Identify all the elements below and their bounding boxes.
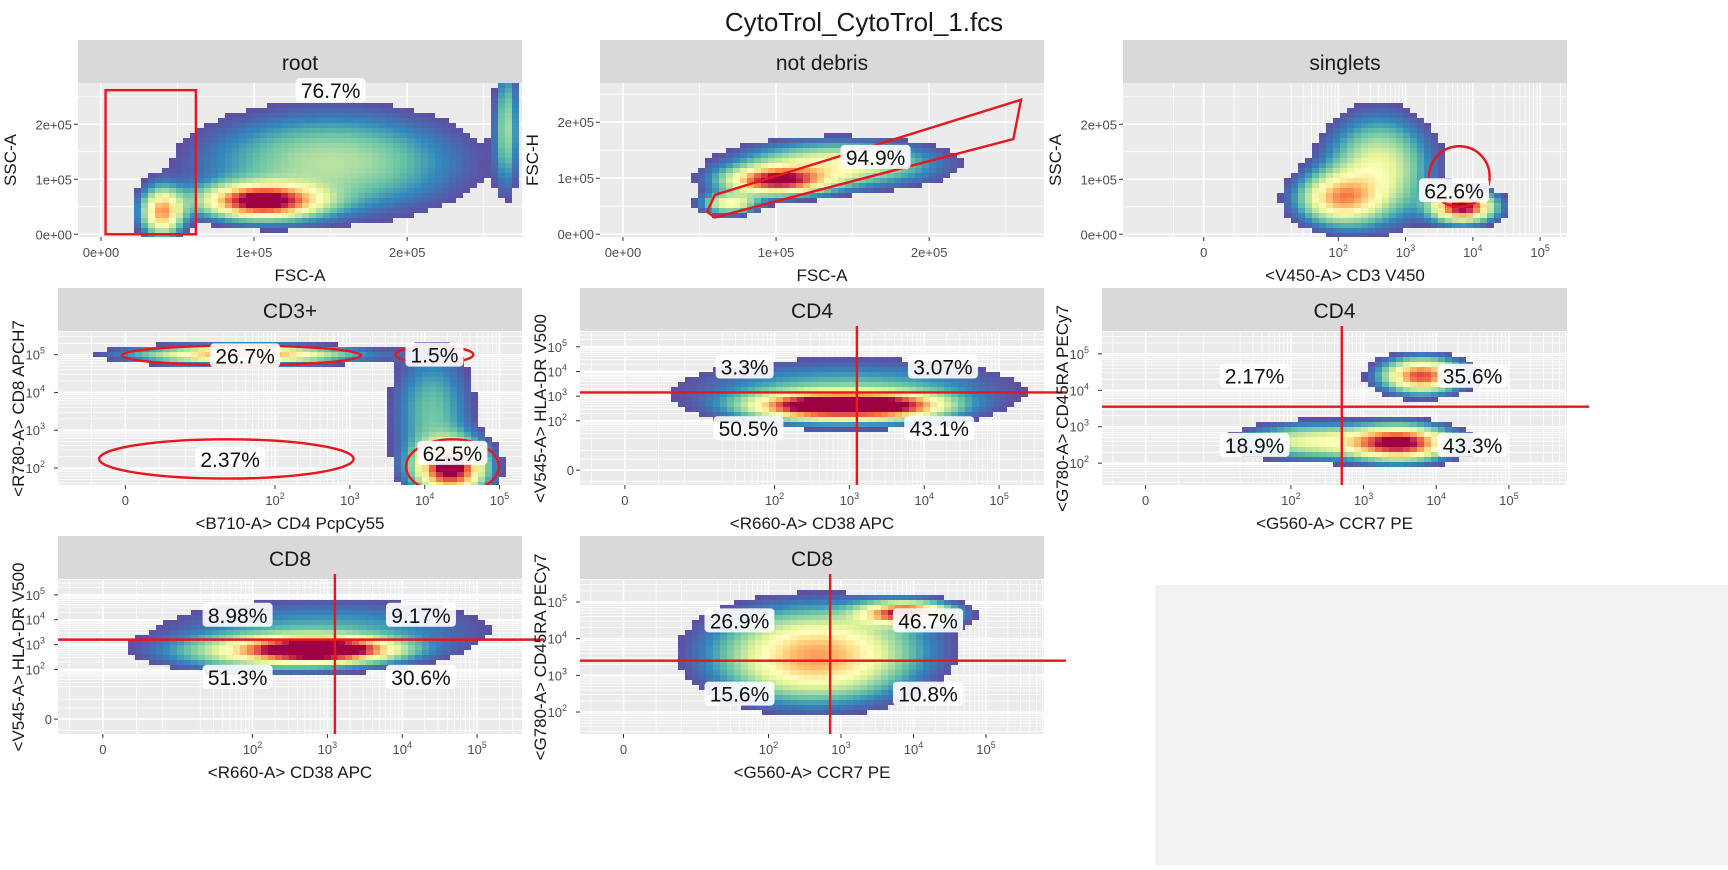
x-tick-label: 2e+05 (389, 245, 426, 260)
y-tick-label: 2e+05 (1080, 117, 1117, 132)
strip-label: CD4 (1313, 300, 1355, 323)
empty-facet (1155, 585, 1728, 865)
gate-percentage-label: 9.17% (386, 603, 456, 628)
gate-percentage-label: 10.8% (893, 682, 963, 707)
figure-title: CytoTrol_CytoTrol_1.fcs (725, 7, 1003, 37)
gate-percentage-label: 2.17% (1220, 364, 1290, 389)
label-text: 26.9% (710, 610, 770, 633)
y-axis-title: <G780-A> CD45RA PECy7 (1053, 305, 1072, 512)
x-tick-label: 0e+00 (83, 245, 120, 260)
strip-label: not debris (776, 52, 868, 75)
gate-percentage-label: 2.37% (195, 447, 265, 472)
x-tick-label: 0 (122, 493, 129, 508)
x-tick-label: 0 (99, 742, 106, 757)
gate-percentage-label: 50.5% (713, 416, 783, 441)
gate-percentage-label: 43.3% (1438, 433, 1508, 458)
x-tick-label: 1e+05 (236, 245, 273, 260)
label-text: 18.9% (1225, 435, 1285, 458)
gate-percentage-label: 62.6% (1419, 178, 1489, 203)
y-axis-title: <V545-A> HLA-DR V500 (531, 314, 550, 503)
gate-percentage-label: 94.9% (841, 145, 911, 170)
y-tick-label: 2e+05 (35, 117, 72, 132)
y-tick-label: 1e+05 (557, 171, 594, 186)
label-text: 2.37% (200, 449, 260, 472)
y-tick-label: 0e+00 (35, 227, 72, 242)
gate-percentage-label: 35.6% (1438, 364, 1508, 389)
gate-percentage-label: 51.3% (203, 665, 273, 690)
label-text: 2.17% (1225, 366, 1285, 389)
x-axis-title: <R660-A> CD38 APC (730, 514, 894, 533)
strip-label: CD8 (791, 548, 833, 571)
y-axis-title: FSC-H (523, 134, 542, 186)
x-tick-label: 0 (621, 493, 628, 508)
strip-label: CD8 (269, 548, 311, 571)
label-text: 62.6% (1424, 180, 1484, 203)
x-tick-label: 1e+05 (758, 245, 795, 260)
x-axis-title: <R660-A> CD38 APC (208, 763, 372, 782)
label-text: 3.07% (913, 357, 973, 380)
label-text: 15.6% (710, 684, 770, 707)
label-text: 94.9% (846, 147, 906, 170)
gate-percentage-label: 76.7% (296, 78, 366, 103)
y-tick-label: 1e+05 (35, 172, 72, 187)
label-text: 8.98% (208, 605, 268, 628)
label-text: 62.5% (423, 443, 483, 466)
gate-percentage-label: 3.07% (908, 355, 978, 380)
y-axis-title: SSC-A (1046, 133, 1065, 186)
label-text: 46.7% (898, 610, 958, 633)
gate-percentage-label: 18.9% (1220, 433, 1290, 458)
label-text: 26.7% (215, 345, 275, 368)
y-tick-label: 0 (567, 463, 574, 478)
x-axis-title: <B710-A> CD4 PcpCy55 (196, 514, 385, 533)
gate-percentage-label: 62.5% (417, 441, 487, 466)
y-tick-label: 2e+05 (557, 115, 594, 130)
x-tick-label: 0 (1200, 245, 1207, 260)
x-axis-title: <G560-A> CCR7 PE (734, 763, 891, 782)
gate-percentage-label: 46.7% (893, 608, 963, 633)
strip-label: CD4 (791, 300, 833, 323)
label-text: 30.6% (391, 667, 451, 690)
x-axis-title: <V450-A> CD3 V450 (1265, 266, 1425, 285)
y-axis-title: SSC-A (1, 133, 20, 186)
label-text: 51.3% (208, 667, 268, 690)
strip-label: singlets (1309, 52, 1380, 75)
gate-percentage-label: 8.98% (203, 603, 273, 628)
x-axis-title: FSC-A (275, 266, 327, 285)
x-tick-label: 2e+05 (911, 245, 948, 260)
x-axis-title: FSC-A (797, 266, 849, 285)
x-tick-label: 0 (620, 742, 627, 757)
y-axis-title: <R780-A> CD8 APCH7 (9, 320, 28, 497)
x-axis-title: <G560-A> CCR7 PE (1256, 514, 1413, 533)
gate-percentage-label: 26.9% (705, 608, 775, 633)
gate-percentage-label: 26.7% (210, 343, 280, 368)
y-tick-label: 0e+00 (557, 227, 594, 242)
label-text: 9.17% (391, 605, 451, 628)
gate-percentage-label: 3.3% (716, 355, 774, 380)
label-text: 10.8% (898, 684, 958, 707)
label-text: 76.7% (301, 80, 361, 103)
strip-label: root (282, 52, 318, 75)
y-tick-label: 0e+00 (1080, 227, 1117, 242)
label-text: 3.3% (721, 357, 769, 380)
y-axis-title: <V545-A> HLA-DR V500 (9, 563, 28, 752)
label-text: 43.3% (1443, 435, 1503, 458)
strip-label: CD3+ (263, 300, 317, 323)
y-tick-label: 0 (45, 712, 52, 727)
gate-percentage-label: 1.5% (405, 343, 463, 368)
y-axis-title: <G780-A> CD45RA PECy7 (531, 554, 550, 761)
x-tick-label: 0e+00 (605, 245, 642, 260)
y-tick-label: 1e+05 (1080, 172, 1117, 187)
gate-percentage-label: 30.6% (386, 665, 456, 690)
label-text: 50.5% (719, 418, 779, 441)
gate-percentage-label: 15.6% (705, 682, 775, 707)
label-text: 35.6% (1443, 366, 1503, 389)
label-text: 1.5% (411, 345, 459, 368)
label-text: 43.1% (909, 418, 969, 441)
x-tick-label: 0 (1142, 493, 1149, 508)
gate-percentage-label: 43.1% (904, 416, 974, 441)
